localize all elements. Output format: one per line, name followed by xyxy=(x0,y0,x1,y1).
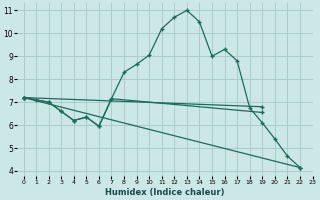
X-axis label: Humidex (Indice chaleur): Humidex (Indice chaleur) xyxy=(105,188,225,197)
